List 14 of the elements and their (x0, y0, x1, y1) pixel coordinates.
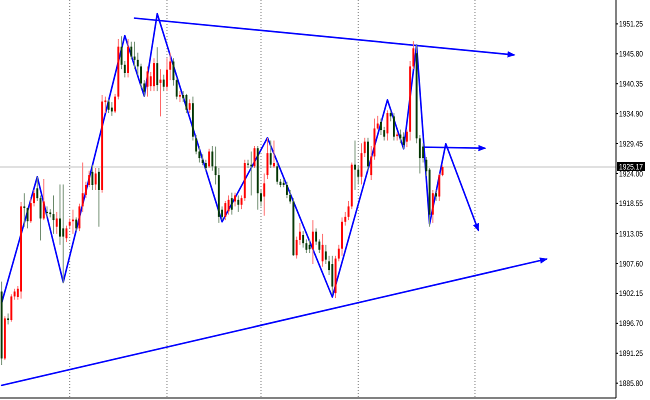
y-tick-label: 1924.00 (619, 169, 648, 178)
y-tick-label: 1918.55 (619, 199, 648, 208)
y-tick-label: 1929.45 (619, 139, 648, 148)
y-tick-label: 1945.80 (619, 50, 648, 59)
ref-line-label: 1925.17 (619, 162, 648, 172)
y-tick-label: 1940.35 (619, 80, 648, 89)
y-tick-label: 1951.25 (619, 20, 648, 29)
y-tick-label: 1885.80 (619, 378, 648, 388)
y-tick-label: 1891.25 (619, 349, 648, 358)
y-tick-label: 1913.05 (619, 229, 648, 238)
y-tick-label: 1934.90 (619, 109, 648, 118)
y-tick-label: 1907.60 (619, 259, 648, 268)
y-tick-label: 1902.15 (619, 289, 648, 298)
y-tick-label: 1896.70 (619, 319, 648, 328)
